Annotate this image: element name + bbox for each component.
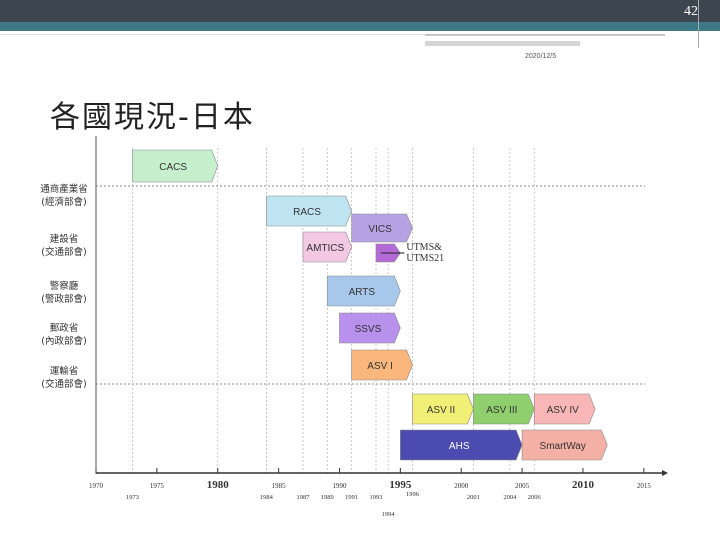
bar-label: SmartWay (540, 441, 586, 452)
bar-label: RACS (293, 207, 321, 218)
x-minor-tick-label: 2004 (503, 494, 517, 501)
x-tick-label: 2010 (572, 479, 595, 491)
annotation-text: UTMS21 (406, 253, 444, 264)
slide-date: 2020/12/5 (525, 53, 557, 60)
timeline-bar (351, 349, 413, 381)
bar-label: AMTICS (306, 243, 344, 254)
x-minor-tick-label: 1973 (126, 494, 139, 501)
x-minor-tick-label: 1996 (406, 491, 420, 498)
bar-label: ASV II (427, 405, 455, 416)
timeline-bar (473, 393, 535, 425)
x-minor-tick-label: 1987 (296, 494, 310, 501)
agency-label: 警察廳 (50, 280, 79, 292)
x-tick-label: 1995 (389, 479, 412, 491)
timeline-bar (302, 231, 352, 263)
x-minor-tick-label: 1993 (370, 494, 383, 501)
bar-label: ASV III (486, 405, 517, 416)
x-tick-label: 2005 (515, 482, 530, 490)
timeline-bar (327, 275, 401, 307)
bar-label: ARTS (349, 287, 376, 298)
bar-label: ASV I (367, 361, 393, 372)
divider-line (425, 41, 580, 46)
agency-label: (交通部會) (41, 246, 86, 258)
x-minor-tick-label: 1994 (382, 511, 396, 518)
x-tick-label: 1990 (332, 482, 347, 490)
agency-label: 郵政省 (50, 322, 79, 334)
timeline-bar (339, 312, 401, 344)
agency-label: (經濟部會) (41, 196, 86, 208)
x-tick-label: 2000 (454, 482, 469, 490)
timeline-bar (266, 195, 352, 227)
agency-label: (內政部會) (41, 335, 86, 347)
agency-label: 通商產業省 (40, 183, 88, 195)
bar-label: VICS (368, 224, 392, 235)
x-minor-tick-label: 1984 (260, 494, 274, 501)
page-box (698, 0, 720, 48)
x-tick-label: 1980 (207, 479, 230, 491)
timeline-chart: 通商產業省(經濟部會)建設省(交通部會)警察廳(警政部會)郵政省(內政部會)運輸… (40, 136, 668, 518)
bar-label: ASV IV (547, 405, 580, 416)
timeline-bar (400, 429, 523, 461)
agency-label: (警政部會) (41, 293, 86, 305)
timeline-bar (521, 429, 608, 461)
divider-line (0, 34, 425, 35)
x-tick-label: 1985 (272, 482, 287, 490)
page-title: 各國現況-日本 (50, 100, 255, 135)
timeline-bar (533, 393, 596, 425)
agency-label: (交通部會) (41, 378, 86, 390)
header-bar (0, 0, 720, 22)
agency-label: 建設省 (50, 233, 79, 245)
page-number: 42 (684, 4, 698, 19)
x-tick-label: 2015 (637, 482, 652, 490)
timeline-bar (132, 149, 219, 183)
x-tick-label: 1970 (89, 482, 104, 490)
x-tick-label: 1975 (150, 482, 165, 490)
timeline-bar (351, 213, 413, 243)
bar-label: CACS (159, 162, 187, 173)
x-minor-tick-label: 1989 (321, 494, 334, 501)
bar-label: AHS (449, 441, 470, 452)
x-minor-tick-label: 2001 (467, 494, 480, 501)
annotation-text: UTMS& (406, 242, 442, 253)
x-minor-tick-label: 2006 (528, 494, 542, 501)
x-minor-tick-label: 1991 (345, 494, 358, 501)
agency-label: 運輸省 (50, 365, 79, 377)
timeline-bar (412, 393, 474, 425)
x-axis-arrowhead (662, 470, 668, 476)
bar-label: SSVS (355, 324, 382, 335)
divider-line (425, 34, 665, 36)
accent-stripe (0, 22, 720, 31)
